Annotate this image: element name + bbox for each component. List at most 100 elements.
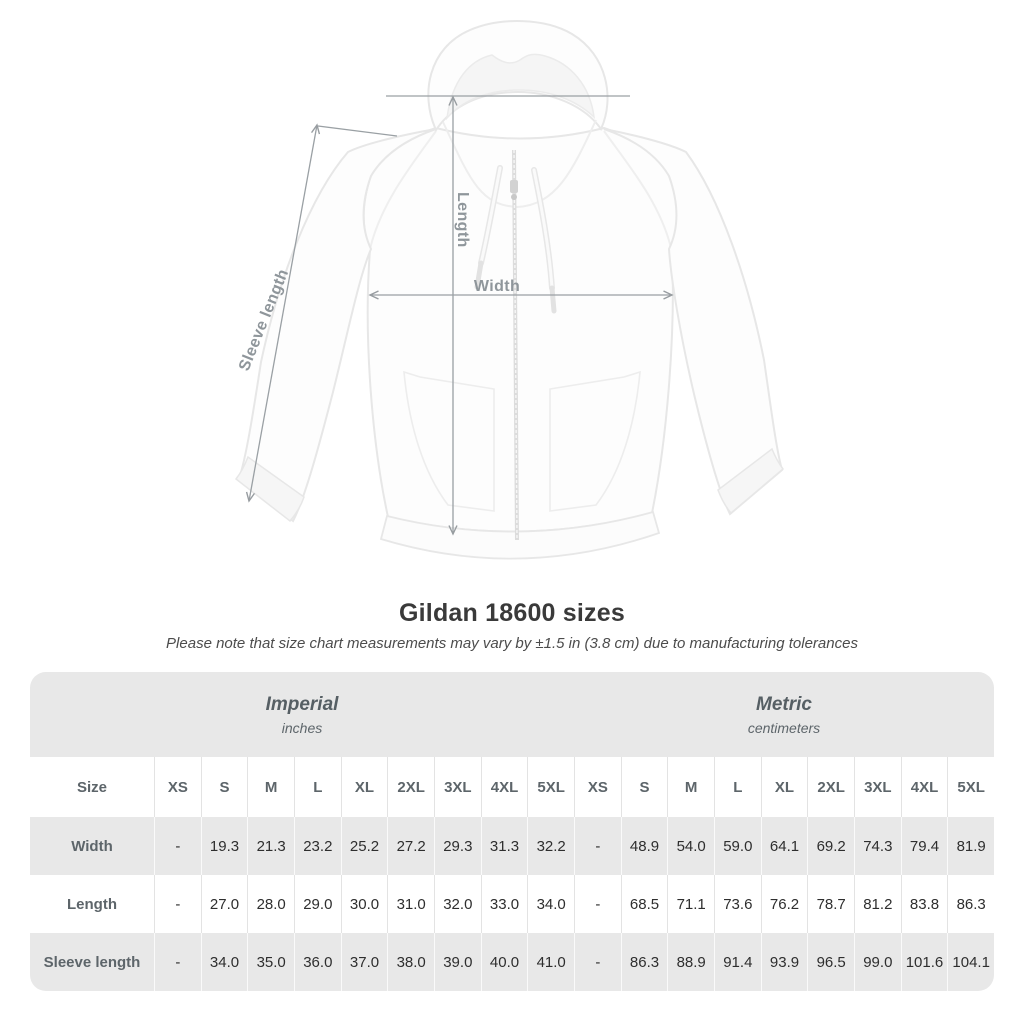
measurement-value-imperial: 29.0 (294, 875, 341, 933)
measurement-value-imperial: 34.0 (527, 875, 574, 933)
size-header-imperial: XL (340, 757, 388, 817)
hem-band (379, 510, 661, 560)
hood-drape (442, 119, 597, 209)
measurement-row-label: Sleeve length (30, 933, 154, 991)
measurement-value-metric: 79.4 (900, 817, 948, 875)
right-armhole-seam (603, 130, 672, 249)
width-label: Width (474, 278, 520, 295)
measurement-value-imperial: 21.3 (247, 817, 294, 875)
measurement-value-imperial: 35.0 (247, 933, 294, 991)
metric-group-unit: centimeters (747, 719, 821, 736)
measurement-value-metric: 69.2 (807, 817, 854, 875)
measurement-value-metric: 83.8 (900, 875, 948, 933)
imperial-group-unit: inches (281, 719, 323, 736)
measurement-value-metric: 91.4 (714, 933, 761, 991)
size-header-imperial: S (200, 757, 248, 817)
measurement-value-metric: 59.0 (714, 817, 761, 875)
measurement-value-metric: 54.0 (667, 817, 714, 875)
left-drawstring-core (479, 166, 502, 265)
measurement-value-imperial: 34.0 (200, 933, 248, 991)
measurement-value-metric: 96.5 (807, 933, 854, 991)
size-header-metric: XS (574, 757, 621, 817)
zipper-pull-ring (511, 194, 517, 200)
measurement-value-imperial: 27.0 (200, 875, 248, 933)
size-header-imperial: 3XL (434, 757, 481, 817)
length-label: Length (454, 192, 471, 248)
left-armhole-seam (369, 130, 437, 250)
measurement-value-imperial: - (154, 875, 201, 933)
zipper-teeth (513, 149, 518, 541)
measurement-value-metric: 88.9 (667, 933, 714, 991)
measurement-value-metric: - (574, 817, 621, 875)
measurement-value-metric: 86.3 (620, 933, 668, 991)
size-header-metric: 3XL (854, 757, 901, 817)
measurement-value-metric: - (574, 933, 621, 991)
hood-opening (445, 53, 596, 121)
measurement-value-metric: 73.6 (714, 875, 761, 933)
right-pocket (549, 370, 641, 512)
measurement-value-imperial: 33.0 (480, 875, 528, 933)
page-title: Gildan 18600 sizes (399, 599, 625, 627)
measurement-value-metric: - (574, 875, 621, 933)
size-header-imperial: 4XL (480, 757, 528, 817)
measurement-value-metric: 93.9 (760, 933, 808, 991)
size-column-header: Size (30, 757, 154, 817)
measurement-value-metric: 48.9 (620, 817, 668, 875)
right-drawstring-core (532, 168, 554, 290)
tolerance-note: Please note that size chart measurements… (166, 635, 858, 652)
measurement-row-label: Width (30, 817, 154, 875)
hoodie-body (362, 126, 679, 533)
measurement-value-imperial: 39.0 (434, 933, 481, 991)
size-header-imperial: M (247, 757, 294, 817)
size-header-metric: L (714, 757, 761, 817)
measurement-value-imperial: 31.3 (480, 817, 528, 875)
imperial-group-title: Imperial (265, 693, 339, 715)
measurement-value-metric: 86.3 (947, 875, 994, 933)
measurement-value-imperial: 41.0 (527, 933, 574, 991)
measurement-value-metric: 78.7 (807, 875, 854, 933)
measurement-value-imperial: 19.3 (200, 817, 248, 875)
right-drawstring-aglet (549, 285, 557, 314)
size-header-metric: XL (760, 757, 808, 817)
measurement-value-metric: 71.1 (667, 875, 714, 933)
right-cuff (717, 447, 785, 515)
measurement-value-metric: 76.2 (760, 875, 808, 933)
measurement-value-metric: 81.2 (854, 875, 901, 933)
size-table: Imperial inches Metric centimeters Size X… (30, 672, 994, 991)
size-header-metric: 4XL (900, 757, 948, 817)
measurement-value-imperial: 32.2 (527, 817, 574, 875)
measurement-value-metric: 64.1 (760, 817, 808, 875)
measurement-value-metric: 99.0 (854, 933, 901, 991)
size-header-imperial: L (294, 757, 341, 817)
measurement-value-imperial: 32.0 (434, 875, 481, 933)
measurement-value-imperial: 25.2 (340, 817, 388, 875)
measurement-value-imperial: 30.0 (340, 875, 388, 933)
imperial-group-header: Imperial inches (30, 672, 574, 757)
measurement-value-imperial: - (154, 817, 201, 875)
metric-group-header: Metric centimeters (574, 672, 994, 757)
measurement-value-metric: 104.1 (947, 933, 994, 991)
measurement-value-imperial: 37.0 (340, 933, 388, 991)
measurement-value-metric: 101.6 (900, 933, 948, 991)
size-header-metric: M (667, 757, 714, 817)
size-header-metric: 5XL (947, 757, 994, 817)
size-header-imperial: 2XL (387, 757, 434, 817)
hoodie-size-diagram: Length Width Sleeve length (234, 20, 785, 560)
measurement-value-imperial: - (154, 933, 201, 991)
measurement-value-metric: 68.5 (620, 875, 668, 933)
measurement-value-metric: 81.9 (947, 817, 994, 875)
measurement-row-label: Length (30, 875, 154, 933)
measurement-value-imperial: 28.0 (247, 875, 294, 933)
size-header-metric: S (620, 757, 668, 817)
sleeve-length-arrow (245, 123, 321, 503)
metric-group-title: Metric (756, 693, 812, 715)
size-header-imperial: XS (154, 757, 201, 817)
sleeve-length-extension-line (317, 125, 398, 137)
left-drawstring-aglet (474, 260, 484, 290)
measurement-value-imperial: 23.2 (294, 817, 341, 875)
zipper-pull (510, 180, 518, 193)
measurement-value-imperial: 27.2 (387, 817, 434, 875)
measurement-value-metric: 74.3 (854, 817, 901, 875)
measurement-value-imperial: 31.0 (387, 875, 434, 933)
